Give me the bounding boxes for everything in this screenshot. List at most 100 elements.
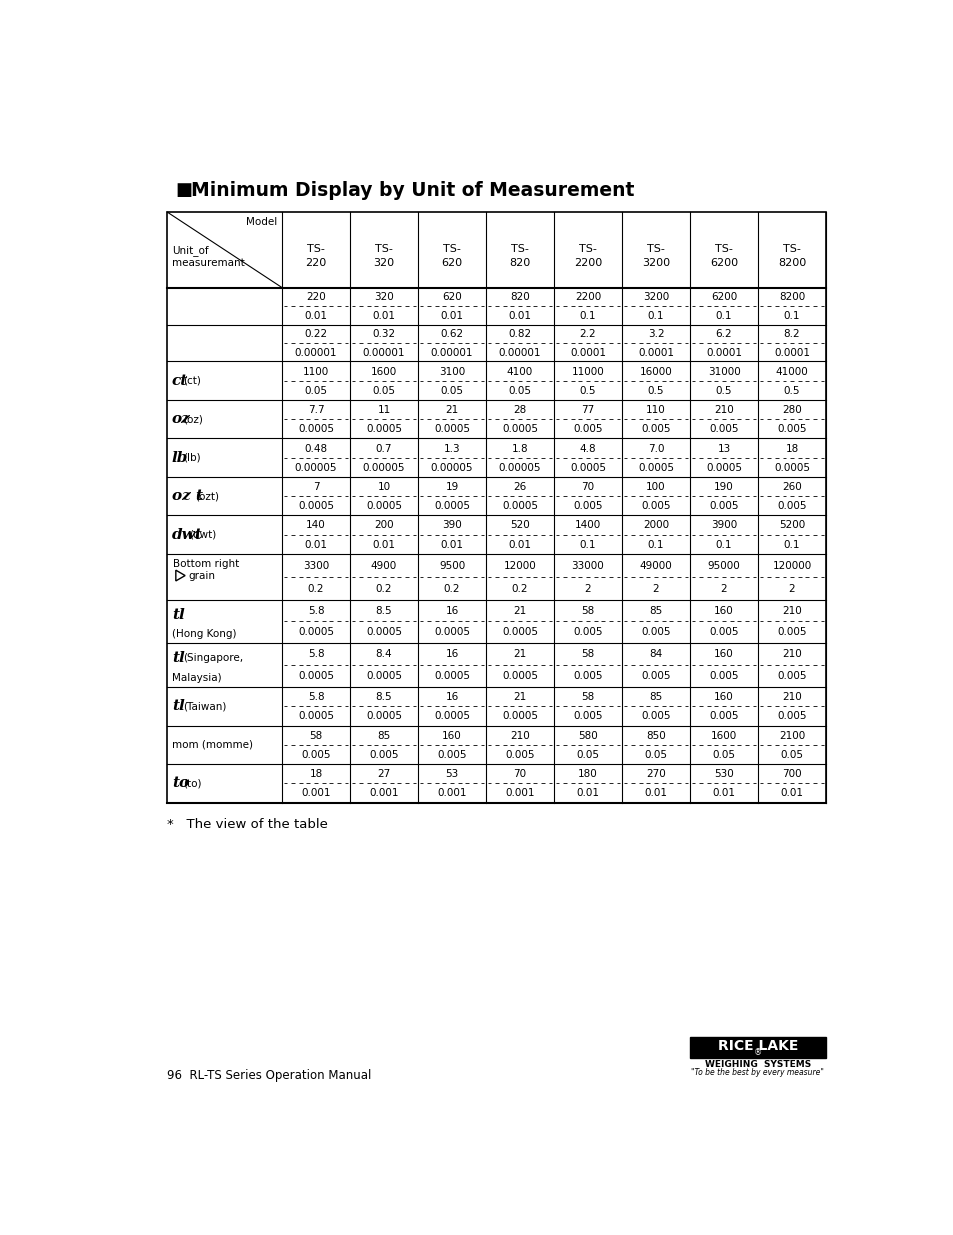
Text: 2200: 2200 xyxy=(574,258,601,268)
Text: 8200: 8200 xyxy=(778,293,804,303)
Text: 11: 11 xyxy=(377,405,390,415)
Text: (lb): (lb) xyxy=(183,453,201,463)
Text: 0.00005: 0.00005 xyxy=(294,463,337,473)
Text: 100: 100 xyxy=(645,482,665,492)
Text: 21: 21 xyxy=(513,650,526,659)
Text: 0.001: 0.001 xyxy=(301,788,331,799)
Text: 16: 16 xyxy=(445,650,458,659)
Text: 53: 53 xyxy=(445,769,458,779)
Text: 0.005: 0.005 xyxy=(708,425,738,435)
Text: 0.05: 0.05 xyxy=(372,385,395,395)
Text: 2100: 2100 xyxy=(778,731,804,741)
Text: RICE LAKE: RICE LAKE xyxy=(717,1039,798,1053)
Text: 530: 530 xyxy=(714,769,733,779)
Text: 0.0001: 0.0001 xyxy=(638,347,674,358)
Text: 0.0005: 0.0005 xyxy=(366,501,401,511)
Text: 0.01: 0.01 xyxy=(372,311,395,321)
Text: dwt: dwt xyxy=(172,527,202,542)
Text: 2200: 2200 xyxy=(575,293,600,303)
Text: 0.05: 0.05 xyxy=(576,750,598,760)
Text: 5.8: 5.8 xyxy=(308,606,324,616)
Text: 0.005: 0.005 xyxy=(777,711,806,721)
Text: 77: 77 xyxy=(580,405,594,415)
Text: 0.0005: 0.0005 xyxy=(638,463,674,473)
Text: 0.0005: 0.0005 xyxy=(297,501,334,511)
Text: 0.01: 0.01 xyxy=(644,788,667,799)
Text: 19: 19 xyxy=(445,482,458,492)
Text: 320: 320 xyxy=(374,293,394,303)
Text: 21: 21 xyxy=(445,405,458,415)
Text: 210: 210 xyxy=(510,731,529,741)
Text: oz: oz xyxy=(172,412,191,426)
Text: tl: tl xyxy=(172,608,185,622)
Text: 7: 7 xyxy=(313,482,319,492)
Text: 160: 160 xyxy=(441,731,461,741)
Text: 21: 21 xyxy=(513,606,526,616)
Text: 31000: 31000 xyxy=(707,367,740,377)
Text: 620: 620 xyxy=(441,293,461,303)
Text: ct: ct xyxy=(172,374,188,388)
Text: TS-: TS- xyxy=(442,243,460,253)
Text: 58: 58 xyxy=(580,650,594,659)
Text: grain: grain xyxy=(188,571,215,580)
Text: tl: tl xyxy=(172,651,185,666)
Text: 700: 700 xyxy=(781,769,801,779)
Text: 8.5: 8.5 xyxy=(375,606,392,616)
Text: 0.01: 0.01 xyxy=(304,311,327,321)
Text: 0.005: 0.005 xyxy=(573,425,602,435)
Text: 0.00005: 0.00005 xyxy=(362,463,405,473)
Text: 0.01: 0.01 xyxy=(508,311,531,321)
Text: 58: 58 xyxy=(309,731,322,741)
Text: 70: 70 xyxy=(581,482,594,492)
Text: WEIGHING  SYSTEMS: WEIGHING SYSTEMS xyxy=(704,1060,810,1070)
Text: 85: 85 xyxy=(377,731,390,741)
Text: 0.0005: 0.0005 xyxy=(297,672,334,682)
Text: 0.001: 0.001 xyxy=(436,788,466,799)
Text: 7.0: 7.0 xyxy=(647,443,663,453)
Text: 6200: 6200 xyxy=(709,258,738,268)
Text: 0.00001: 0.00001 xyxy=(498,347,540,358)
Text: 0.005: 0.005 xyxy=(640,425,670,435)
Text: Model: Model xyxy=(246,216,277,227)
Text: (Hong Kong): (Hong Kong) xyxy=(172,629,236,638)
Text: TS-: TS- xyxy=(578,243,597,253)
Text: 210: 210 xyxy=(781,606,801,616)
Text: 2: 2 xyxy=(652,584,659,594)
Text: 0.0005: 0.0005 xyxy=(366,672,401,682)
Text: 0.0001: 0.0001 xyxy=(705,347,741,358)
Text: 0.0005: 0.0005 xyxy=(434,711,470,721)
Text: 0.0001: 0.0001 xyxy=(773,347,809,358)
Text: 3200: 3200 xyxy=(641,258,669,268)
Text: (oz): (oz) xyxy=(183,414,203,425)
Text: 1.3: 1.3 xyxy=(443,443,460,453)
Text: 210: 210 xyxy=(714,405,733,415)
Bar xyxy=(690,1036,825,1058)
Text: 0.0005: 0.0005 xyxy=(366,711,401,721)
Text: 0.0005: 0.0005 xyxy=(366,627,401,637)
Text: 4.8: 4.8 xyxy=(579,443,596,453)
Text: (Singapore,: (Singapore, xyxy=(183,653,243,663)
Text: 0.0005: 0.0005 xyxy=(570,463,605,473)
Text: 0.0005: 0.0005 xyxy=(434,627,470,637)
Text: 160: 160 xyxy=(714,692,733,703)
Text: lb: lb xyxy=(172,451,188,464)
Text: 0.005: 0.005 xyxy=(369,750,398,760)
Text: 0.0005: 0.0005 xyxy=(434,672,470,682)
Text: 0.1: 0.1 xyxy=(715,311,732,321)
Text: 0.2: 0.2 xyxy=(375,584,392,594)
Text: 0.05: 0.05 xyxy=(644,750,667,760)
Text: 0.0001: 0.0001 xyxy=(570,347,605,358)
Text: 180: 180 xyxy=(578,769,598,779)
Text: 0.05: 0.05 xyxy=(780,750,802,760)
Text: 0.48: 0.48 xyxy=(304,443,327,453)
Text: 33000: 33000 xyxy=(571,561,604,571)
Text: 84: 84 xyxy=(649,650,662,659)
Text: *   The view of the table: * The view of the table xyxy=(167,818,328,831)
Text: (dwt): (dwt) xyxy=(190,530,216,540)
Text: 3100: 3100 xyxy=(438,367,465,377)
Text: 0.01: 0.01 xyxy=(372,540,395,550)
Text: 2000: 2000 xyxy=(642,520,668,531)
Text: 8.5: 8.5 xyxy=(375,692,392,703)
Text: 320: 320 xyxy=(373,258,395,268)
Text: 0.32: 0.32 xyxy=(372,330,395,340)
